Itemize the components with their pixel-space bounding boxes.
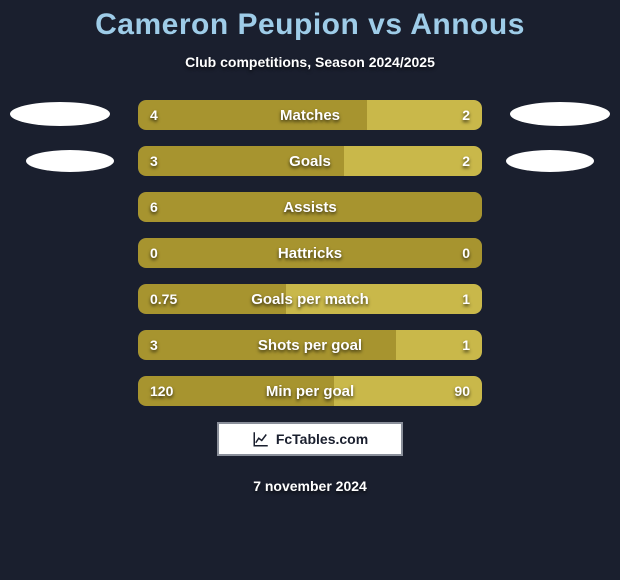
stat-row: 42Matches <box>138 100 482 130</box>
bar-left <box>138 192 482 222</box>
player-left-badge-1 <box>10 102 110 126</box>
stat-row: 00Hattricks <box>138 238 482 268</box>
bar-left <box>138 284 286 314</box>
stat-row: 12090Min per goal <box>138 376 482 406</box>
stat-row: 31Shots per goal <box>138 330 482 360</box>
chart-area: 42Matches 32Goals 6Assists 00Hattricks 0.751… <box>0 100 620 406</box>
bar-right <box>367 100 482 130</box>
bar-left <box>138 330 396 360</box>
player-right-badge-2 <box>506 150 594 172</box>
bar-right <box>286 284 482 314</box>
page-title: Cameron Peupion vs Annous <box>0 8 620 42</box>
bar-left <box>138 238 482 268</box>
stat-row: 6Assists <box>138 192 482 222</box>
bar-left <box>138 100 367 130</box>
stat-rows: 42Matches 32Goals 6Assists 00Hattricks 0.751… <box>138 100 482 406</box>
bar-right <box>396 330 482 360</box>
bar-left <box>138 146 344 176</box>
bar-right <box>334 376 482 406</box>
date-label: 7 november 2024 <box>0 478 620 494</box>
player-left-badge-2 <box>26 150 114 172</box>
comparison-widget: Cameron Peupion vs Annous Club competiti… <box>0 0 620 580</box>
player-right-badge-1 <box>510 102 610 126</box>
chart-icon <box>252 430 270 448</box>
bar-left <box>138 376 334 406</box>
stat-row: 32Goals <box>138 146 482 176</box>
stat-row: 0.751Goals per match <box>138 284 482 314</box>
source-badge[interactable]: FcTables.com <box>217 422 403 456</box>
source-text: FcTables.com <box>276 431 368 447</box>
bar-right <box>344 146 482 176</box>
subtitle: Club competitions, Season 2024/2025 <box>0 54 620 70</box>
